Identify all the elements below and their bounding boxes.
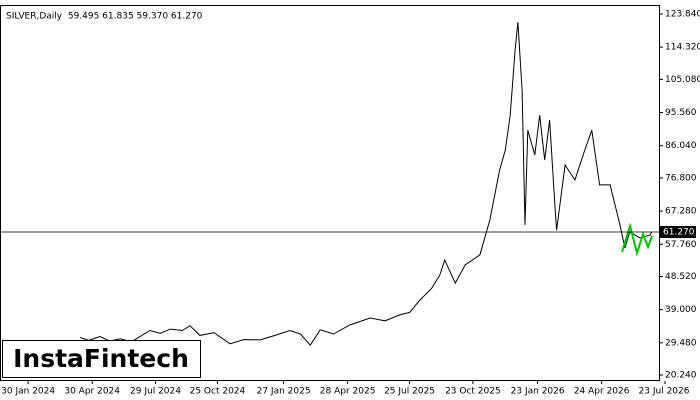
plot-frame <box>0 5 660 381</box>
x-tick-label: 27 Jan 2025 <box>257 387 311 397</box>
chart-title: SILVER,Daily 59.495 61.835 59.370 61.270 <box>6 12 203 22</box>
x-tick-label: 30 Jan 2024 <box>1 387 55 397</box>
last-price-box <box>660 226 696 239</box>
y-tick-label: 86.040 <box>665 141 697 151</box>
x-tick-label: 23 Jul 2026 <box>639 387 690 397</box>
y-tick-label: 29.480 <box>665 338 697 348</box>
y-tick-label: 114.320 <box>665 43 700 53</box>
y-tick-label: 95.560 <box>665 108 697 118</box>
y-tick-label: 123.840 <box>665 10 700 20</box>
y-tick-label: 76.800 <box>665 173 697 183</box>
x-tick-label: 29 Jul 2024 <box>130 387 181 397</box>
y-tick-label: 48.520 <box>665 272 697 282</box>
logo-box <box>2 340 201 378</box>
pattern-outline <box>621 222 653 257</box>
x-tick-label: 25 Jul 2025 <box>384 387 435 397</box>
last-price-label: 61.270 <box>663 228 695 238</box>
y-tick-label: 105.080 <box>665 75 700 85</box>
x-tick-label: 23 Jan 2026 <box>511 387 565 397</box>
y-tick-label: 57.760 <box>665 240 697 250</box>
x-tick-label: 25 Oct 2024 <box>190 387 246 397</box>
x-tick-label: 24 Apr 2026 <box>574 387 630 397</box>
x-tick-label: 28 Apr 2025 <box>320 387 376 397</box>
price-line <box>80 22 653 347</box>
x-tick-label: 23 Oct 2025 <box>445 387 501 397</box>
y-tick-label: 39.000 <box>665 305 697 315</box>
logo: InstaFintech <box>13 344 189 373</box>
x-tick-label: 30 Apr 2024 <box>64 387 120 397</box>
y-tick-label: 20.240 <box>665 371 697 381</box>
y-tick-label: 67.280 <box>665 207 697 217</box>
plot-area <box>80 22 653 347</box>
